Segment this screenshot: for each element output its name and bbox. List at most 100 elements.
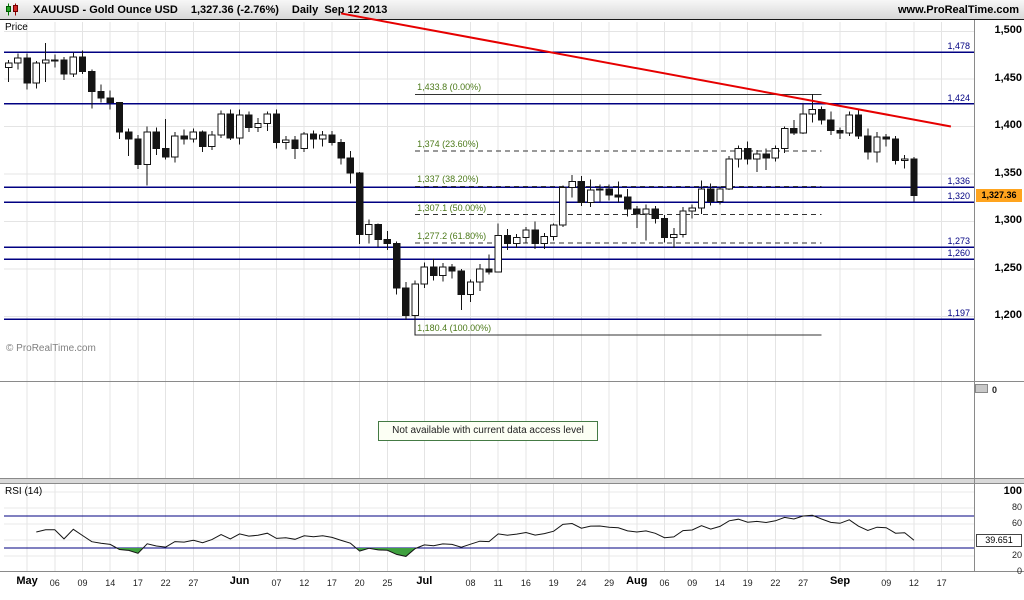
- candle-up: [439, 266, 447, 277]
- candle-up: [901, 158, 909, 162]
- candle-down: [309, 133, 318, 140]
- candle-up: [670, 234, 678, 239]
- symbol-title: XAUUSD - Gold Ounce USD: [33, 3, 178, 16]
- candle-up: [540, 236, 549, 244]
- candle-down: [651, 208, 659, 220]
- candle-down: [854, 114, 863, 137]
- site-url: www.ProRealTime.com: [897, 3, 1019, 16]
- candle-down: [226, 113, 235, 139]
- candle-up: [688, 207, 696, 212]
- descending-trendline: [341, 12, 952, 128]
- candle-up: [14, 57, 22, 64]
- candle-up: [171, 135, 179, 158]
- candle-up: [32, 62, 41, 84]
- last-price-change: 1,327.36 (-2.76%): [190, 3, 279, 16]
- candle-down: [660, 218, 669, 239]
- candle-down: [161, 147, 170, 158]
- candle-down: [503, 235, 512, 244]
- candle-up: [365, 223, 373, 236]
- candle-down: [827, 119, 835, 131]
- candle-down: [891, 138, 900, 162]
- candle-down: [817, 108, 826, 121]
- candle-down: [383, 238, 392, 244]
- candle-up: [319, 134, 327, 140]
- candle-up: [513, 237, 521, 244]
- candle-up: [420, 266, 429, 285]
- candle-down: [531, 229, 539, 244]
- candle-down: [836, 129, 844, 134]
- candle-down: [328, 134, 336, 144]
- candle-up: [716, 188, 724, 203]
- candle-up: [771, 147, 780, 159]
- candle-down: [457, 270, 465, 296]
- candle-up: [4, 62, 13, 69]
- candle-down: [245, 114, 253, 128]
- candle-up: [799, 113, 807, 134]
- date-label: Sep 12 2013: [324, 3, 388, 16]
- candle-down: [864, 135, 872, 153]
- rsi-oversold-fill: [356, 548, 417, 557]
- candle-down: [125, 131, 133, 140]
- candle-down: [346, 157, 355, 174]
- candle-up: [466, 281, 475, 296]
- candle-down: [23, 57, 31, 84]
- candle-up: [753, 153, 761, 160]
- candlestick-logo-icon: [5, 3, 20, 16]
- timeframe-date: Daily Sep 12 2013: [292, 4, 387, 16]
- candle-up: [586, 189, 595, 203]
- candle-up: [679, 210, 687, 236]
- candle-up: [217, 113, 225, 136]
- candle-down: [374, 223, 382, 240]
- candle-down: [88, 70, 96, 92]
- candle-down: [355, 172, 364, 236]
- candle-up: [143, 131, 151, 165]
- candle-up: [476, 268, 484, 283]
- candle-up: [559, 186, 567, 226]
- candle-down: [707, 188, 715, 203]
- candle-up: [208, 134, 216, 147]
- candle-up: [411, 283, 419, 316]
- candle-down: [97, 90, 105, 99]
- candle-down: [402, 287, 410, 316]
- candle-up: [235, 114, 244, 139]
- candle-down: [614, 194, 623, 198]
- timeframe-label: Daily: [291, 3, 319, 16]
- chart-header: XAUUSD - Gold Ounce USD 1,327.36 (-2.76%…: [0, 0, 1024, 20]
- candle-down: [60, 59, 68, 75]
- candle-up: [725, 158, 733, 190]
- candle-down: [762, 153, 770, 159]
- candle-up: [845, 114, 853, 134]
- rsi-line: [36, 514, 915, 557]
- candle-down: [106, 97, 114, 104]
- candle-up: [189, 131, 198, 140]
- candle-up: [697, 188, 706, 209]
- candle-down: [790, 127, 798, 134]
- candle-down: [392, 242, 401, 289]
- candle-down: [605, 188, 613, 196]
- candle-down: [623, 196, 632, 210]
- candle-up: [568, 181, 576, 188]
- candle-down: [134, 138, 142, 165]
- candle-down: [180, 135, 188, 140]
- candle-down: [882, 136, 890, 140]
- candle-up: [873, 136, 881, 153]
- candle-down: [78, 56, 87, 72]
- candle-down: [577, 181, 586, 203]
- candle-up: [51, 59, 59, 62]
- candle-up: [263, 113, 271, 125]
- panel-separator-band: [0, 478, 1024, 484]
- candle-down: [337, 142, 345, 159]
- candle-down: [198, 131, 207, 147]
- candle-up: [41, 59, 50, 64]
- candle-down: [633, 208, 641, 215]
- candle-up: [734, 147, 743, 160]
- candle-down: [910, 158, 918, 196]
- candle-up: [808, 108, 817, 115]
- candle-down: [272, 113, 281, 144]
- candle-down: [115, 102, 124, 133]
- candle-up: [282, 139, 290, 144]
- candle-up: [300, 133, 308, 149]
- candle-up: [254, 123, 262, 128]
- candle-down: [429, 266, 438, 277]
